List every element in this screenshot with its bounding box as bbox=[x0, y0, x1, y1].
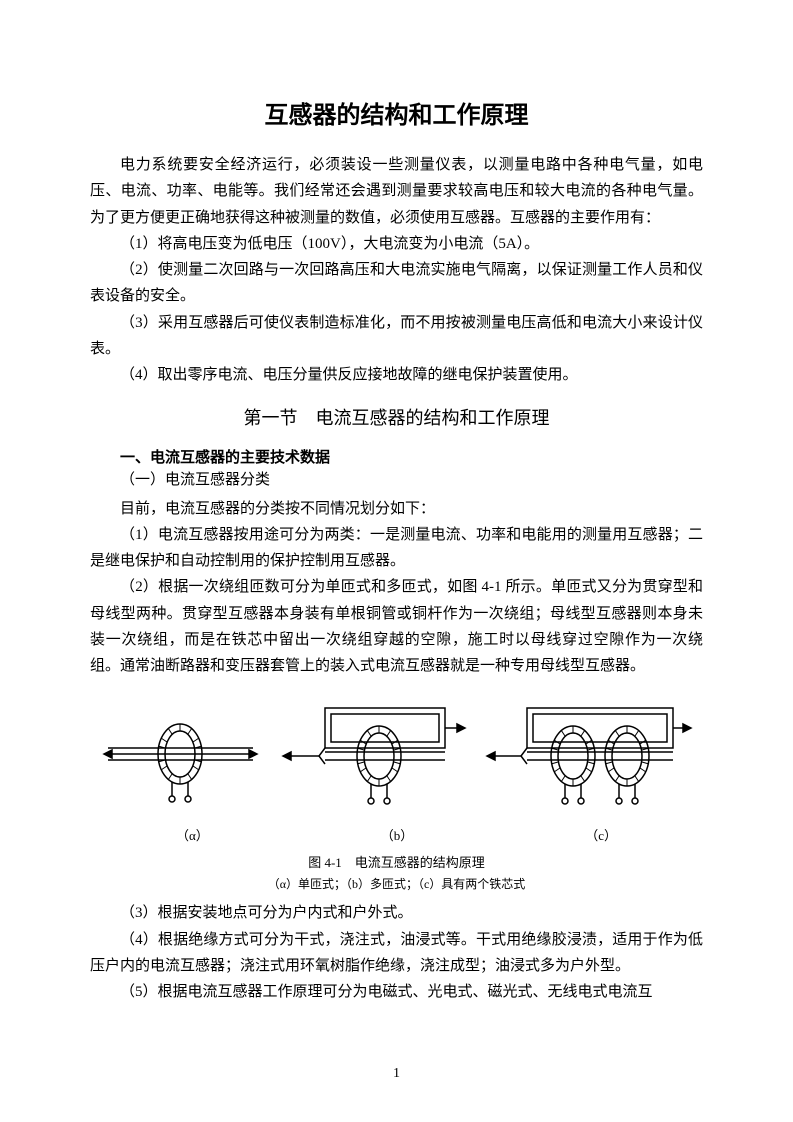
page-number: 1 bbox=[0, 1066, 793, 1082]
section1-item-1: （1）电流互感器按用途可分为两类：一是测量电流、功率和电能用的测量用互感器；二是… bbox=[90, 522, 703, 575]
figure-caption: 图 4-1 电流互感器的结构原理 bbox=[90, 852, 703, 871]
section1-item-3: （3）根据安装地点可分为户内式和户外式。 bbox=[90, 900, 703, 926]
figure-label-b: （b） bbox=[381, 825, 414, 844]
diagram-c-icon bbox=[485, 696, 695, 816]
section1-item-2: （2）根据一次绕组匝数可分为单匝式和多匝式，如图 4-1 所示。单匝式又分为贯穿… bbox=[90, 574, 703, 679]
intro-paragraph: 电力系统要安全经济运行，必须装设一些测量仪表，以测量电路中各种电气量，如电压、电… bbox=[90, 152, 703, 231]
figure-label-c: （c） bbox=[585, 825, 617, 844]
figure-labels-row: （α） （b） （c） bbox=[90, 825, 703, 844]
section1-p1: 目前，电流互感器的分类按不同情况划分如下： bbox=[90, 496, 703, 522]
diagram-a-icon bbox=[98, 696, 263, 816]
figure-label-a: （α） bbox=[176, 825, 209, 844]
intro-item-4: （4）取出零序电流、电压分量供反应接地故障的继电保护装置使用。 bbox=[90, 362, 703, 388]
diagram-b-icon bbox=[279, 696, 469, 816]
section1-item-4: （4）根据绝缘方式可分为干式，浇注式，油浸式等。干式用绝缘胶浸渍，适用于作为低压… bbox=[90, 927, 703, 980]
intro-item-3: （3）采用互感器后可使仪表制造标准化，而不用按被测量电压高低和电流大小来设计仪表… bbox=[90, 310, 703, 363]
figure-row bbox=[90, 691, 703, 821]
figure-4-1: （α） （b） （c） 图 4-1 电流互感器的结构原理 （α）单匝式；（b）多… bbox=[90, 691, 703, 892]
main-title: 互感器的结构和工作原理 bbox=[90, 95, 703, 130]
intro-item-2: （2）使测量二次回路与一次回路高压和大电流实施电气隔离，以保证测量工作人员和仪表… bbox=[90, 257, 703, 310]
figure-subcaption: （α）单匝式；（b）多匝式；（c）具有两个铁芯式 bbox=[90, 875, 703, 892]
section1-item-5: （5）根据电流互感器工作原理可分为电磁式、光电式、磁光式、无线电式电流互 bbox=[90, 979, 703, 1005]
intro-item-1: （1）将高电压变为低电压（100V），大电流变为小电流（5A）。 bbox=[90, 231, 703, 257]
subheading-1: （一）电流互感器分类 bbox=[90, 467, 703, 493]
heading-1: 一、电流互感器的主要技术数据 bbox=[90, 446, 703, 467]
section-1-title: 第一节 电流互感器的结构和工作原理 bbox=[90, 404, 703, 430]
